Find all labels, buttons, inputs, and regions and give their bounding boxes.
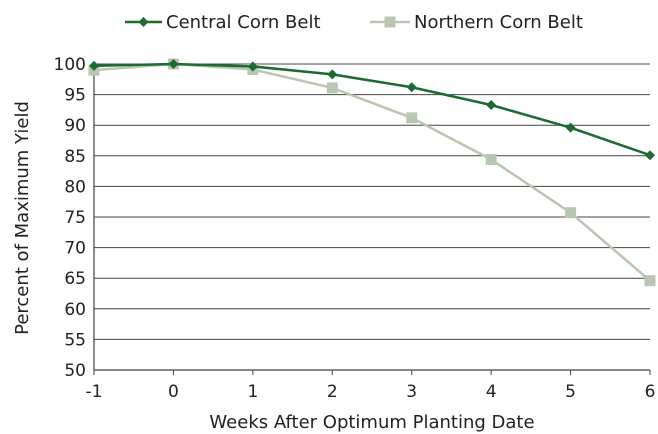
point-central-corn-belt-3 (406, 82, 417, 93)
x-axis-title: Weeks After Optimum Planting Date (209, 412, 534, 433)
x-tick-label-3: 3 (406, 382, 417, 402)
point-central-corn-belt-1 (247, 61, 258, 72)
y-tick-label-65: 65 (64, 269, 86, 289)
legend-marker-central-diamond (138, 17, 149, 27)
y-tick-label-80: 80 (64, 177, 86, 197)
point-central-corn-belt-0 (168, 59, 179, 69)
x-tick-label-6: 6 (645, 382, 656, 402)
series-line-northern-corn-belt (93, 62, 651, 282)
y-tick-label-50: 50 (64, 361, 86, 381)
axes (93, 64, 651, 375)
gridlines (94, 63, 650, 340)
x-tick-label-5: 5 (565, 382, 576, 402)
point-northern-corn-belt-4 (485, 153, 497, 165)
legend-label-central: Central Corn Belt (166, 12, 321, 33)
legend-label-northern: Northern Corn Belt (414, 12, 583, 33)
y-tick-label-60: 60 (64, 300, 86, 320)
point-northern-corn-belt-5 (565, 207, 577, 219)
legend: Central Corn Belt Northern Corn Belt (125, 12, 583, 33)
y-tick-label-85: 85 (64, 147, 86, 167)
x-tick-label--1: -1 (86, 382, 103, 402)
point-central-corn-belt-5 (565, 122, 576, 133)
y-tick-label-70: 70 (64, 239, 86, 259)
tick-labels: 50 55 60 65 70 75 80 85 90 95 100 -1 0 1 2 3 4 5 6 (54, 55, 656, 402)
x-tick-label-4: 4 (486, 382, 497, 402)
x-tick-label-0: 0 (168, 382, 179, 402)
legend-item-central-corn-belt: Central Corn Belt (125, 12, 321, 33)
legend-marker-northern-square (384, 16, 396, 28)
y-axis-title: Percent of Maximum Yield (12, 101, 33, 335)
y-tick-label-90: 90 (64, 116, 86, 136)
legend-item-northern-corn-belt: Northern Corn Belt (370, 12, 583, 33)
series-northern-corn-belt (88, 58, 656, 287)
point-northern-corn-belt-6 (644, 275, 656, 287)
point-northern-corn-belt-3 (406, 112, 418, 124)
y-tick-label-100: 100 (54, 55, 86, 75)
point-central-corn-belt-6 (645, 150, 655, 161)
x-tick-label-1: 1 (247, 382, 258, 402)
x-tick-label-2: 2 (327, 382, 338, 402)
series-layer (88, 58, 656, 287)
series-line-central-corn-belt (93, 62, 651, 157)
y-tick-label-55: 55 (64, 330, 86, 350)
point-central-corn-belt-2 (327, 69, 338, 80)
point-central-corn-belt-4 (486, 100, 497, 111)
y-tick-label-95: 95 (64, 86, 86, 106)
series-central-corn-belt (89, 59, 655, 161)
point-central-corn-belt--1 (89, 60, 99, 71)
point-northern-corn-belt-2 (326, 82, 338, 94)
y-tick-label-75: 75 (64, 208, 86, 228)
